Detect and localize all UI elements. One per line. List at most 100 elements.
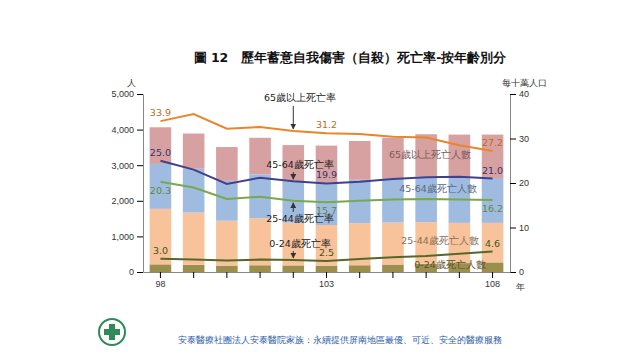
tick-mark (137, 201, 143, 202)
series-label: 45-64歲死亡人數 (399, 183, 477, 194)
tick-mark (326, 272, 327, 278)
pointer-arrow (293, 106, 294, 129)
bar (183, 134, 205, 169)
pointer-arrow (293, 172, 294, 179)
y2-axis: 0 10 20 30 40 (510, 89, 529, 277)
data-label: 31.2 (316, 119, 337, 130)
y2-tick: 30 (510, 134, 529, 144)
x-tick (359, 272, 360, 278)
series-label: 65歲以上死亡人數 (389, 149, 471, 160)
tick-label: 103 (319, 279, 334, 289)
series-label: 0-24歲死亡率 (269, 238, 331, 249)
data-label: 19.9 (316, 169, 337, 180)
series-labels: 0-24歲死亡人數 25-44歲死亡人數 45-64歲死亡人數 65歲以上死亡人數 65… (264, 92, 486, 270)
x-tick (426, 272, 427, 278)
tick-mark (510, 139, 516, 140)
bar (316, 266, 338, 272)
x-tick (293, 272, 294, 278)
y-axis-title: 人 (127, 78, 136, 88)
series-label: 65歲以上死亡率 (264, 92, 336, 103)
pointer-arrow (293, 203, 294, 212)
footer: 安泰醫療社團法人安泰醫院家族：永續提供屏南地區最優、可近、安全的醫療服務 (178, 335, 502, 345)
data-labels: 33.931.227.225.019.921.020.315.716.23.02… (150, 107, 503, 258)
tick-mark (137, 272, 143, 273)
tick-mark (426, 272, 427, 278)
y-axis: 0 1,000 2,000 3,000 4,000 5,000 (111, 89, 143, 277)
data-label: 25.0 (150, 147, 171, 158)
tick-mark (137, 236, 143, 237)
tick-mark (392, 272, 393, 278)
y2-axis-title: 每十萬人口 (502, 78, 547, 88)
bar (216, 266, 238, 272)
y-tick: 3,000 (111, 161, 143, 171)
y2-tick: 10 (510, 223, 529, 233)
tick-label: 20 (519, 178, 529, 188)
logo (99, 319, 125, 345)
plot-marks (150, 114, 504, 272)
series-label: 0-24歲死亡人數 (414, 259, 486, 270)
y2-tick: 0 (510, 267, 524, 277)
data-label: 33.9 (150, 107, 171, 118)
tick-mark (510, 94, 516, 95)
series-label: 25-44歲死亡率 (266, 213, 334, 224)
data-label: 21.0 (482, 165, 503, 176)
chart: 圖 12 歷年蓄意自我傷害（自殺）死亡率-按年齡別分 0 1,000 2,000 3,0… (0, 0, 640, 360)
y-tick: 0 (129, 267, 143, 277)
x-axis-title: 年 (516, 282, 525, 292)
bar (349, 141, 371, 180)
bar (382, 265, 404, 272)
bar (216, 181, 238, 221)
title: 圖 12 歷年蓄意自我傷害（自殺）死亡率-按年齡別分 (194, 50, 508, 65)
y2-tick: 40 (510, 89, 529, 99)
tick-mark (260, 272, 261, 278)
y2-tick: 20 (510, 178, 529, 188)
axis-line (143, 95, 144, 273)
y-tick: 2,000 (111, 196, 143, 206)
x-tick: 98 (155, 272, 165, 289)
pointer-arrow (293, 251, 294, 258)
data-label: 3.0 (153, 245, 168, 256)
tick-mark (137, 165, 143, 166)
data-label: 16.2 (482, 203, 503, 214)
bar (249, 265, 271, 272)
tick-label: 10 (519, 223, 529, 233)
bar (183, 213, 205, 265)
logo-circle (99, 319, 125, 345)
data-label: 20.3 (150, 185, 171, 196)
bar (249, 218, 271, 265)
bar (150, 164, 172, 209)
x-tick: 103 (319, 272, 334, 289)
tick-label: 4,000 (111, 125, 134, 135)
tick-mark (137, 94, 143, 95)
bar (150, 209, 172, 265)
line (160, 114, 492, 151)
tick-mark (137, 130, 143, 131)
bar (150, 264, 172, 272)
tick-label: 2,000 (111, 196, 134, 206)
x-tick (226, 272, 227, 278)
series-label: 45-64歲死亡率 (266, 159, 334, 170)
tick-mark (293, 272, 294, 278)
tick-label: 98 (155, 279, 165, 289)
data-label: 4.6 (485, 238, 500, 249)
series-label: 25-44歲死亡人數 (401, 235, 479, 246)
y-tick: 5,000 (111, 89, 143, 99)
data-label: 27.2 (482, 137, 503, 148)
tick-mark (226, 272, 227, 278)
line (160, 182, 492, 202)
tick-mark (193, 272, 194, 278)
tick-mark (459, 272, 460, 278)
tick-mark (510, 272, 516, 273)
bar (150, 127, 172, 164)
tick-label: 1,000 (111, 232, 134, 242)
bar (216, 147, 238, 181)
tick-label: 3,000 (111, 161, 134, 171)
x-tick (193, 272, 194, 278)
tick-mark (510, 228, 516, 229)
tick-label: 40 (519, 89, 529, 99)
tick-label: 30 (519, 134, 529, 144)
y-tick: 4,000 (111, 125, 143, 135)
tick-label: 0 (519, 267, 524, 277)
x-tick (260, 272, 261, 278)
bar (183, 265, 205, 272)
